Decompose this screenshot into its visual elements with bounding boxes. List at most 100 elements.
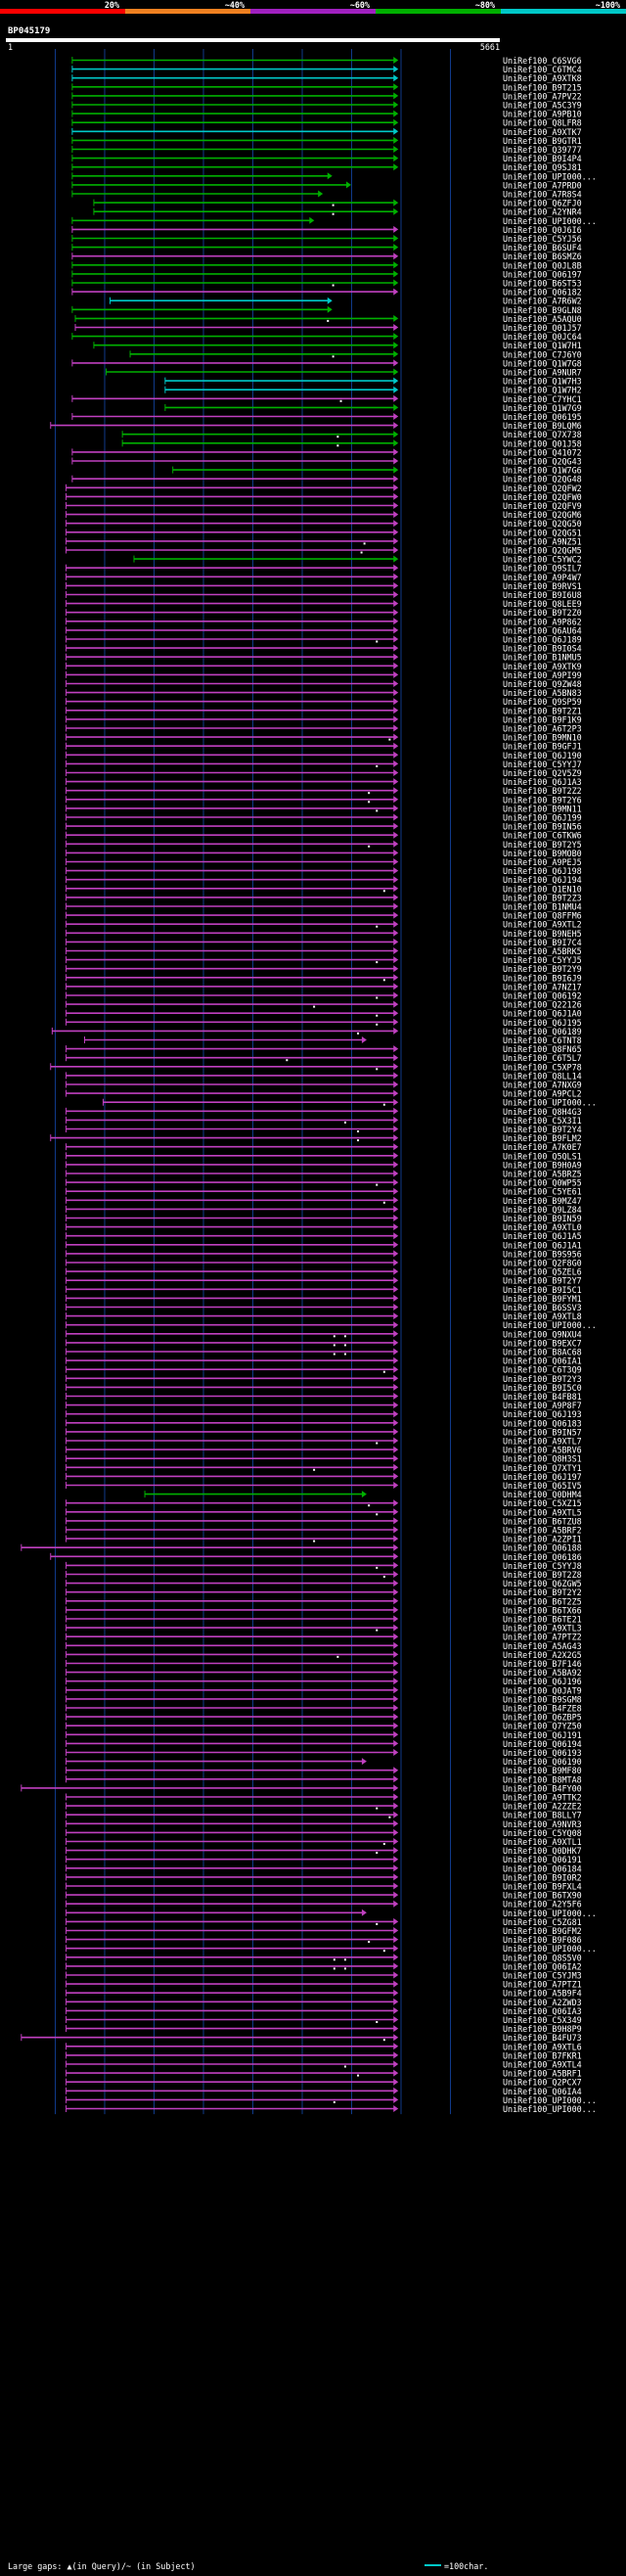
hit-row: UniRef100_B8AC68 <box>66 1348 582 1357</box>
scale-label: ~60% <box>350 0 370 10</box>
gap-marker <box>327 319 330 322</box>
hit-arrow <box>393 920 399 928</box>
hit-row: UniRef100_A9PCL2 <box>66 1089 582 1099</box>
hit-row: UniRef100_A7K0E7 <box>66 1142 582 1152</box>
hit-row: UniRef100_Q2QG48 <box>71 475 582 484</box>
hit-row: UniRef100_Q7YZ50 <box>66 1722 582 1731</box>
hit-label: UniRef100_C5X3I1 <box>503 1116 582 1126</box>
hit-arrow <box>361 1758 367 1766</box>
hit-label: UniRef100_A7R8S4 <box>503 190 582 200</box>
hit-label: UniRef100_B9T2Y6 <box>503 795 582 805</box>
hit-row: UniRef100_B9T2Y2 <box>66 1587 582 1597</box>
hit-row: UniRef100_B9MOB0 <box>66 849 582 858</box>
hit-row: UniRef100_C6T5L7 <box>66 1053 582 1063</box>
hit-label: UniRef100_Q2QGM5 <box>503 546 582 556</box>
hit-row: UniRef100_A5AQU0 <box>74 314 582 324</box>
gap-marker <box>313 1540 316 1542</box>
hit-arrow <box>327 297 333 304</box>
hit-label: UniRef100_Q1W7G8 <box>503 358 582 368</box>
hit-label: UniRef100_C5ZG81 <box>503 1917 582 1927</box>
hit-arrow <box>393 1161 399 1169</box>
hit-label: UniRef100_Q1W7G9 <box>503 403 582 413</box>
hit-label: UniRef100_B4FB81 <box>503 1392 582 1402</box>
hit-arrow <box>393 1276 399 1284</box>
hit-label: UniRef100_UPI000... <box>503 216 597 226</box>
hit-label: UniRef100_B9F1K9 <box>503 714 582 724</box>
hit-label: UniRef100_Q8FFM6 <box>503 911 582 921</box>
hit-arrow <box>393 555 399 563</box>
hit-row: UniRef100_C5ZG81 <box>66 1917 582 1927</box>
hit-label: UniRef100_A9PI99 <box>503 670 582 680</box>
hit-arrow <box>393 983 399 990</box>
hit-row: UniRef100_Q06IA1 <box>66 1357 582 1366</box>
hit-label: UniRef100_B9I6U8 <box>503 590 582 600</box>
hit-arrow <box>393 769 399 776</box>
hit-arrow <box>393 1891 399 1899</box>
hit-row: UniRef100_A5BRV6 <box>66 1446 582 1455</box>
hit-label: UniRef100_Q8H3S1 <box>503 1454 582 1464</box>
hit-row: UniRef100_B8MTA8 <box>66 1774 582 1784</box>
gap-marker <box>363 542 366 545</box>
hit-row: UniRef100_Q06184 <box>66 1863 582 1873</box>
hit-label: UniRef100_Q9NXU4 <box>503 1329 582 1339</box>
hit-arrow <box>393 626 399 634</box>
hit-label: UniRef100_Q06189 <box>503 1027 582 1036</box>
hit-label: UniRef100_B9GLN8 <box>503 305 582 315</box>
hit-arrow <box>393 759 399 767</box>
hit-arrow <box>393 1669 399 1677</box>
hit-label: UniRef100_Q0JAT9 <box>503 1685 582 1695</box>
hit-arrow <box>393 386 399 393</box>
hit-row: UniRef100_UPI000... <box>66 2095 597 2105</box>
hit-arrow <box>393 83 399 91</box>
hit-row: UniRef100_A9TTK2 <box>66 1793 582 1803</box>
hit-row: UniRef100_A9PEJ5 <box>66 857 582 867</box>
hit-row: UniRef100_C5XP78 <box>50 1062 582 1072</box>
hit-arrow <box>393 1250 399 1258</box>
hit-row: UniRef100_B9MF80 <box>66 1766 582 1775</box>
hit-row: UniRef100_B6SUF4 <box>71 243 582 253</box>
hit-row: UniRef100_Q6J193 <box>66 1409 582 1419</box>
hit-row: UniRef100_Q8H4G3 <box>66 1107 582 1117</box>
hit-row: UniRef100_C7J6Y0 <box>129 349 582 359</box>
hit-arrow <box>393 350 399 358</box>
hit-label: UniRef100_A5AQU0 <box>503 314 582 324</box>
gap-marker <box>376 1922 379 1925</box>
hit-label: UniRef100_B9T2Y5 <box>503 840 582 850</box>
hit-row: UniRef100_A7R8S4 <box>71 190 582 200</box>
hit-row: UniRef100_C6SVG6 <box>71 56 582 66</box>
hit-row: UniRef100_Q8FFM6 <box>66 911 582 921</box>
hit-label: UniRef100_A9XTL4 <box>503 2060 582 2070</box>
gap-marker <box>368 1941 371 1944</box>
hit-label: UniRef100_A9XTK8 <box>503 73 582 83</box>
hit-label: UniRef100_Q6J198 <box>503 866 582 876</box>
hit-arrow <box>393 74 399 82</box>
hit-label: UniRef100_B9FYM1 <box>503 1294 582 1304</box>
hit-label: UniRef100_B6ST53 <box>503 279 582 289</box>
hit-rows: UniRef100_C6SVG6UniRef100_C6TMC4UniRef10… <box>21 56 597 2114</box>
hit-label: UniRef100_Q0DHM4 <box>503 1490 582 1499</box>
hit-arrow <box>393 1241 399 1249</box>
hit-row: UniRef100_B9FYM1 <box>66 1294 582 1304</box>
hit-row: UniRef100_Q6J1A3 <box>66 777 582 787</box>
hit-row: UniRef100_Q0WP55 <box>66 1178 582 1188</box>
hit-label: UniRef100_A9PEJ5 <box>503 857 582 867</box>
hit-row: UniRef100_Q6AU64 <box>66 625 582 635</box>
hit-label: UniRef100_C5XP78 <box>503 1062 582 1072</box>
hit-row: UniRef100_B9SGM8 <box>66 1694 582 1704</box>
hit-arrow <box>393 1383 399 1391</box>
hit-label: UniRef100_A5BA92 <box>503 1668 582 1678</box>
hit-row: UniRef100_Q41072 <box>71 447 582 457</box>
hit-row: UniRef100_A9NVR3 <box>66 1819 582 1829</box>
hit-row: UniRef100_Q6J194 <box>66 875 582 885</box>
hit-label: UniRef100_A9XTL2 <box>503 920 582 930</box>
hit-label: UniRef100_Q0WP55 <box>503 1178 582 1188</box>
hit-label: UniRef100_Q06194 <box>503 1739 582 1749</box>
scale-segment <box>376 9 502 14</box>
hit-row: UniRef100_UPI000... <box>66 1944 597 1954</box>
hit-arrow <box>393 1107 399 1115</box>
hit-row: UniRef100_UPI000... <box>71 216 597 226</box>
hit-label: UniRef100_Q1EN10 <box>503 884 582 894</box>
hit-label: UniRef100_A7NZ17 <box>503 982 582 991</box>
hit-label: UniRef100_C6SVG6 <box>503 56 582 66</box>
hit-row: UniRef100_B9T2Y9 <box>66 964 582 974</box>
